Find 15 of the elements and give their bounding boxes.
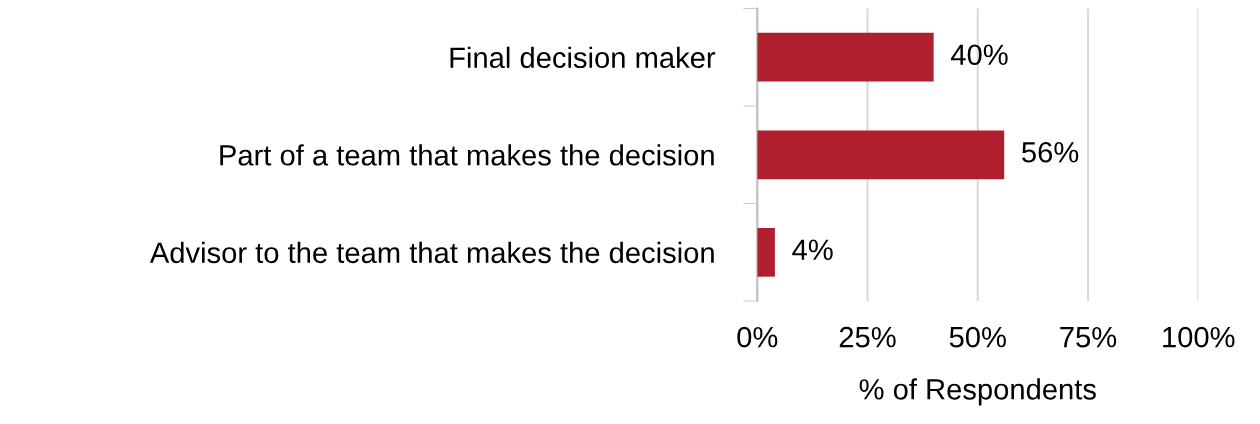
- bar: [757, 130, 1005, 180]
- y-tick-label: Final decision maker: [450, 46, 716, 69]
- x-tick-label: 25%: [839, 326, 896, 348]
- y-tick-label: Advisor to the team that makes the decision: [149, 241, 714, 264]
- data-label: 4%: [792, 239, 833, 260]
- data-label: 40%: [951, 44, 1008, 66]
- bar: [757, 227, 775, 277]
- x-tick-label: 0%: [737, 326, 778, 348]
- x-tick-label: 75%: [1060, 326, 1117, 348]
- data-label: 56%: [1022, 141, 1079, 163]
- x-tick-label: 50%: [949, 326, 1006, 348]
- bar: [757, 32, 934, 82]
- x-axis-title: % of Respondents: [859, 378, 1096, 406]
- y-tick-label: Part of a team that makes the decision: [220, 144, 714, 166]
- x-tick-label: 100%: [1163, 326, 1235, 348]
